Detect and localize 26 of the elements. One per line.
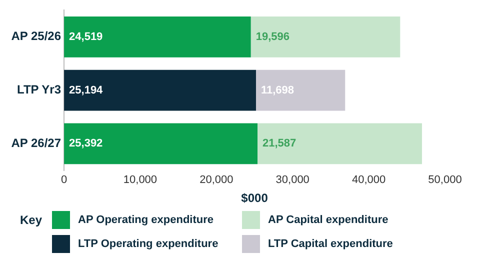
x-tick-label: 20,000 bbox=[200, 174, 234, 186]
x-axis-title: $000 bbox=[241, 191, 268, 206]
legend-label: LTP Operating expenditure bbox=[78, 238, 218, 250]
data-label: 24,519 bbox=[69, 30, 103, 43]
legend-title: Key bbox=[20, 212, 42, 227]
data-label: 21,587 bbox=[262, 138, 296, 150]
bar bbox=[64, 70, 256, 111]
x-tick-label: 0 bbox=[60, 174, 68, 186]
legend-label: AP Operating expenditure bbox=[78, 214, 214, 226]
bar bbox=[256, 70, 346, 111]
y-tick-label: AP 26/27 bbox=[11, 136, 62, 150]
bar bbox=[64, 123, 258, 164]
legend-label: AP Capital expenditure bbox=[268, 214, 388, 226]
x-tick-label: 40,000 bbox=[352, 174, 386, 186]
legend-label: LTP Capital expenditure bbox=[268, 238, 393, 250]
bar bbox=[250, 16, 400, 58]
x-tick-label: 50,000 bbox=[428, 174, 462, 186]
data-label: 19,596 bbox=[256, 30, 290, 43]
y-tick-label: AP 25/26 bbox=[11, 29, 62, 44]
data-label: 25,194 bbox=[69, 84, 104, 96]
x-tick-label: 30,000 bbox=[276, 174, 310, 186]
bar bbox=[258, 123, 422, 164]
data-label: 25,392 bbox=[69, 138, 103, 150]
bar bbox=[64, 16, 251, 58]
x-tick-label: 10,000 bbox=[123, 174, 158, 186]
y-tick-label: LTP Yr3 bbox=[17, 82, 62, 97]
